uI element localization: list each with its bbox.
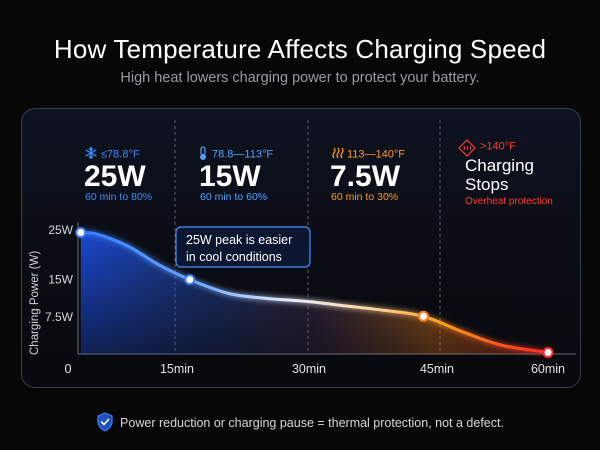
- y-tick-label: 7.5W: [45, 310, 74, 324]
- thermometer-icon: [200, 146, 206, 160]
- zone-cool-power: 25W: [84, 160, 146, 193]
- zone-cool-note: 60 min to 80%: [85, 191, 152, 203]
- y-axis-label: Charging Power (W): [29, 251, 41, 355]
- zone-hot-note: 60 min to 30%: [331, 191, 398, 203]
- callout-line1: 25W peak is easier: [186, 233, 292, 247]
- zone-warm-temp: 78.8—113°F: [212, 149, 273, 161]
- data-point-marker: [75, 226, 87, 238]
- marker-layer: [75, 226, 554, 359]
- data-point-marker: [417, 310, 429, 322]
- zone-hot-power: 7.5W: [330, 160, 401, 193]
- zone-overheat: >140°F Charging Stops Overheat protectio…: [458, 139, 553, 207]
- callout: 25W peak is easier in cool conditions: [175, 226, 311, 268]
- data-point-marker: [542, 347, 554, 359]
- zone-warm-power: 15W: [199, 160, 261, 193]
- zone-hot-temp: 113—140°F: [347, 149, 405, 161]
- zone-overheat-line2: Stops: [465, 175, 508, 194]
- overheat-warning-icon: [458, 139, 476, 157]
- x-tick-labels: 0 15min 30min 45min 60min: [65, 362, 566, 376]
- page-subtitle: High heat lowers charging power to prote…: [120, 70, 480, 86]
- x-tick-label: 60min: [531, 362, 565, 376]
- y-tick-label: 15W: [48, 273, 73, 287]
- zone-hot: 113—140°F 7.5W 60 min to 30%: [330, 147, 405, 203]
- page-title: How Temperature Affects Charging Speed: [53, 34, 547, 64]
- x-tick-label: 45min: [420, 362, 454, 376]
- x-tick-label: 15min: [160, 362, 194, 376]
- series-line: [80, 230, 549, 354]
- area-layer: [80, 232, 548, 354]
- zone-overheat-temp: >140°F: [480, 141, 516, 153]
- x-tick-label: 30min: [292, 362, 326, 376]
- zone-warm: 78.8—113°F 15W 60 min to 60%: [199, 146, 273, 203]
- zone-cool: ≤78.8°F 25W 60 min to 80%: [84, 146, 152, 203]
- line-layer: [80, 230, 549, 354]
- callout-box: [175, 226, 311, 268]
- zone-cool-temp: ≤78.8°F: [101, 149, 140, 161]
- snowflake-icon: [85, 146, 97, 160]
- zone-warm-note: 60 min to 60%: [200, 191, 267, 203]
- heat-waves-icon: [332, 147, 344, 159]
- footer-note: Power reduction or charging pause = ther…: [0, 412, 600, 435]
- y-tick-labels: 25W 15W 7.5W: [45, 223, 74, 324]
- series-area: [80, 232, 548, 354]
- callout-line2: in cool conditions: [186, 250, 282, 264]
- y-tick-label: 25W: [48, 223, 73, 237]
- shield-check-icon: [96, 412, 114, 435]
- footer-text: Power reduction or charging pause = ther…: [120, 416, 504, 430]
- zone-overheat-line1: Charging: [465, 156, 534, 175]
- zone-overheat-note: Overheat protection: [465, 196, 553, 207]
- data-point-marker: [184, 274, 196, 286]
- x-tick-label: 0: [65, 362, 72, 376]
